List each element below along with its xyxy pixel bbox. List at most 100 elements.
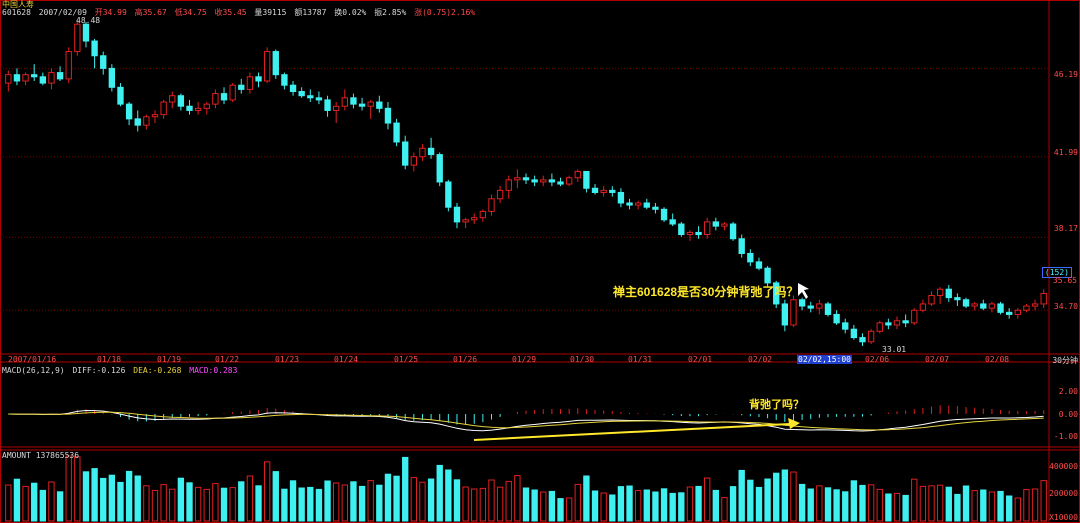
amount-bar <box>505 480 512 522</box>
amount-bar <box>591 490 599 522</box>
candle-body <box>729 223 737 240</box>
candle-body <box>721 223 728 227</box>
candle-body <box>893 320 901 326</box>
bar-count-badge: (152) <box>1041 267 1072 278</box>
candle-body <box>505 179 512 191</box>
amount-bar <box>634 490 642 522</box>
amount-bar <box>790 471 797 522</box>
amount-bar <box>876 488 883 522</box>
macd-label: MACD(26,12,9) <box>2 366 65 375</box>
candle-body <box>919 303 927 311</box>
amount-bar <box>842 491 849 522</box>
dea-line <box>8 411 1044 431</box>
amount-bar <box>31 482 38 522</box>
candle-body <box>143 116 150 126</box>
candle-body <box>755 261 763 269</box>
quote-amplitude: 振2.85% <box>374 8 407 17</box>
candle-body <box>151 114 159 118</box>
quote-open: 开34.99 <box>94 8 127 17</box>
stock-name: 中国人寿 <box>2 0 34 9</box>
amount-bar <box>893 492 901 522</box>
candle-body <box>307 95 314 99</box>
stock-name-row: 中国人寿 <box>2 0 37 10</box>
amount-bar <box>410 477 418 522</box>
candle-body <box>1014 309 1021 315</box>
amount-bar <box>281 488 288 522</box>
candle-body <box>471 217 478 221</box>
price-tick: 41.99 <box>1053 148 1078 157</box>
candle-body <box>652 206 659 210</box>
amount-bar <box>220 487 228 522</box>
amount-bar <box>867 484 875 522</box>
candle-body <box>376 101 383 109</box>
quote-high: 高35.67 <box>134 8 167 17</box>
amount-bar <box>212 483 219 522</box>
amount-tick: X10000 <box>1049 513 1078 522</box>
amount-bar <box>548 490 556 522</box>
macd-lines <box>8 409 1044 432</box>
amount-bar <box>617 486 625 522</box>
amount-bar <box>798 483 806 522</box>
amount-bar <box>82 471 90 522</box>
date-tick: 02/01 <box>688 355 713 364</box>
quote-date: 2007/02/09 <box>38 8 87 17</box>
candle-body <box>617 191 625 204</box>
candle-body <box>816 303 823 309</box>
amount-bar <box>928 485 935 522</box>
amount-bar <box>74 456 81 522</box>
amount-tick: 200000 <box>1049 489 1078 498</box>
amount-bar <box>5 484 12 522</box>
amount-bar <box>807 488 814 522</box>
amount-bar <box>263 461 271 522</box>
candle-body <box>333 105 340 111</box>
candle-body <box>246 76 254 90</box>
candle-body <box>169 95 176 103</box>
candle-body <box>531 179 538 183</box>
amount-bar <box>238 481 245 522</box>
amount-bar <box>194 486 202 522</box>
candle-body <box>358 103 366 107</box>
amount-bar <box>988 491 996 522</box>
candle-body <box>272 51 279 76</box>
candle-body <box>962 299 970 307</box>
quote-row: 601628 2007/02/09 开34.99 高35.67 低34.75 收… <box>2 8 478 18</box>
amount-bar <box>445 469 452 522</box>
amount-header: AMOUNT 137865536 <box>2 451 80 460</box>
candle-body <box>600 189 607 193</box>
macd-diff: DIFF:-0.126 <box>72 366 126 375</box>
amount-bar <box>816 485 823 522</box>
candle-body <box>574 170 581 179</box>
candle-body <box>540 179 547 183</box>
price-tick: 34.70 <box>1053 302 1078 311</box>
amount-bar <box>143 485 150 522</box>
amount-bar <box>704 477 711 522</box>
amount-bars <box>5 455 1047 522</box>
period-label[interactable]: 30分钟 <box>1052 356 1078 365</box>
candle-body <box>350 97 357 105</box>
candle-body <box>384 107 392 124</box>
candle-body <box>781 303 789 326</box>
amount-bar <box>402 456 409 522</box>
macd-histogram <box>16 405 1045 425</box>
date-tick: 2007/01/16 <box>8 355 57 364</box>
date-tick: 02/08 <box>985 355 1010 364</box>
amount-bar <box>56 491 64 522</box>
mouse-cursor-icon <box>798 283 809 299</box>
quote-change: 涨(0.75)2.16% <box>414 8 476 17</box>
candle-body <box>695 231 702 236</box>
amount-bar <box>721 497 728 522</box>
date-tick: 02/07 <box>925 355 950 364</box>
candle-body <box>445 181 452 208</box>
amount-bar <box>229 487 236 522</box>
candle-body <box>565 177 573 185</box>
amount-bar <box>160 484 167 522</box>
candle-body <box>212 93 219 105</box>
amount-bar <box>643 489 650 522</box>
amount-bar <box>488 479 495 522</box>
date-tick: 01/22 <box>215 355 240 364</box>
date-tick: 02/02 <box>748 355 773 364</box>
amount-bar <box>333 482 340 522</box>
amount-bar <box>824 487 832 522</box>
